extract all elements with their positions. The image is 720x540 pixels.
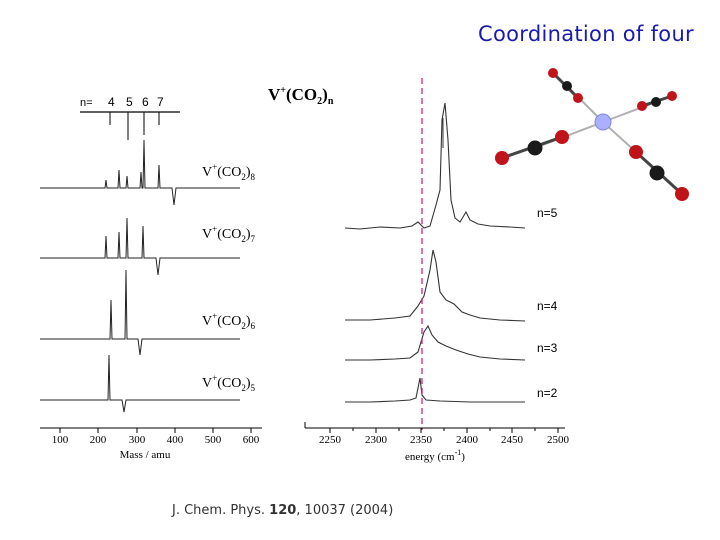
molecule-structure (495, 68, 689, 201)
peak-marker-6: 6 (142, 95, 149, 109)
oxygen-atom (573, 93, 583, 103)
ir-trace-n5 (344, 102, 526, 230)
oxygen-atom (555, 130, 569, 144)
mass-trace-label-6: V+(CO2)6 (202, 311, 256, 331)
mass-tick-300: 300 (129, 434, 146, 446)
ir-trace-n3 (345, 324, 526, 361)
ir-spectrum-panel: V+(CO2)n n=5 n=4 n=3 n=2 2250 230 (268, 78, 570, 463)
ir-title: V+(CO2)n (268, 85, 334, 107)
slide-title: Coordination of four (478, 22, 694, 46)
mass-tick-600: 600 (243, 434, 260, 446)
mass-spectrum-panel: n= 4 5 6 7 V+(CO2)8 V+(CO2)7 V+(CO2)6 V+… (40, 95, 262, 461)
ir-trace-label-n4: n=4 (537, 299, 558, 313)
ir-tick-2450: 2450 (501, 434, 524, 446)
oxygen-atom (629, 145, 643, 159)
mass-tick-500: 500 (205, 434, 222, 446)
oxygen-atom (637, 101, 647, 111)
mass-trace-6 (40, 269, 240, 356)
carbon-atom (651, 97, 661, 107)
carbon-atom (527, 140, 543, 156)
peak-marker-5: 5 (126, 95, 133, 109)
mass-x-label: Mass / amu (120, 449, 171, 461)
ir-trace-label-n2: n=2 (537, 386, 558, 400)
citation: J. Chem. Phys. 120, 10037 (2004) (172, 503, 394, 518)
mass-trace-7 (40, 217, 240, 276)
oxygen-atom (675, 187, 689, 201)
ir-trace-label-n3: n=3 (537, 341, 558, 355)
ir-tick-2400: 2400 (456, 434, 479, 446)
vanadium-atom (594, 113, 612, 131)
ir-tick-2300: 2300 (365, 434, 388, 446)
ir-trace-n4 (345, 249, 526, 322)
peak-marker-7: 7 (157, 95, 164, 109)
mass-trace-label-5: V+(CO2)5 (202, 373, 256, 393)
ir-x-label: energy (cm-1) (405, 448, 465, 463)
mass-trace-label-8: V+(CO2)8 (202, 162, 256, 182)
mass-trace-8 (40, 139, 240, 206)
peak-marker-4: 4 (108, 95, 115, 109)
oxygen-atom (667, 91, 677, 101)
mass-trace-5 (40, 354, 240, 413)
mass-x-ticks (59, 428, 252, 433)
mass-tick-100: 100 (52, 434, 69, 446)
carbon-atom (649, 165, 665, 181)
mass-tick-200: 200 (90, 434, 107, 446)
n-label: n= (80, 97, 93, 109)
ir-tick-2350: 2350 (410, 434, 433, 446)
ir-trace-n2 (345, 377, 525, 403)
ir-x-ticks (329, 428, 559, 433)
ir-tick-2250: 2250 (319, 434, 342, 446)
mass-trace-label-7: V+(CO2)7 (202, 224, 256, 244)
ir-tick-2500: 2500 (547, 434, 570, 446)
mass-tick-400: 400 (167, 434, 184, 446)
carbon-atom (562, 81, 572, 91)
oxygen-atom (548, 68, 558, 78)
oxygen-atom (495, 151, 509, 165)
ir-trace-label-n5: n=5 (537, 206, 558, 220)
